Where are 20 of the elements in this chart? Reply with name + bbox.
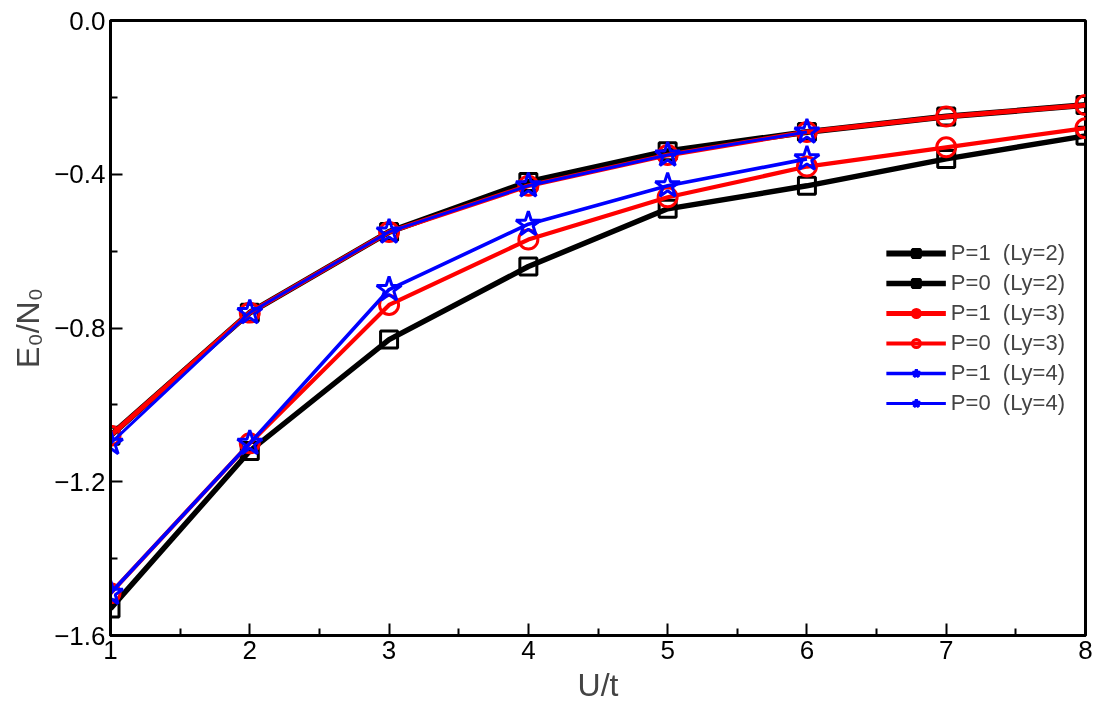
y-tick-label: −1.6 xyxy=(54,620,106,651)
legend-label: P=0 (Ly=3) xyxy=(950,329,1065,356)
x-tick-label: 5 xyxy=(660,634,675,665)
legend-label: P=0 (Ly=2) xyxy=(950,269,1065,296)
y-tick-label: 0.0 xyxy=(69,5,106,36)
y-axis-title: E₀/N₀ xyxy=(10,288,47,368)
legend-label: P=1 (Ly=2) xyxy=(950,239,1065,266)
x-tick-label: 7 xyxy=(938,634,954,665)
y-tick-label: −0.4 xyxy=(54,159,106,190)
y-tick-label: −0.8 xyxy=(54,313,106,343)
x-tick-label: 4 xyxy=(521,634,536,665)
legend-label: P=1 (Ly=4) xyxy=(950,359,1065,386)
y-tick-label: −1.2 xyxy=(54,466,106,497)
legend-label: P=1 (Ly=3) xyxy=(950,299,1065,326)
x-tick-label: 2 xyxy=(242,634,258,665)
x-tick-label: 3 xyxy=(381,634,397,665)
x-tick-label: 8 xyxy=(1078,634,1093,665)
x-tick-label: 6 xyxy=(799,634,815,665)
legend-label: P=0 (Ly=4) xyxy=(950,389,1065,416)
x-axis-title: U/t xyxy=(577,666,619,703)
